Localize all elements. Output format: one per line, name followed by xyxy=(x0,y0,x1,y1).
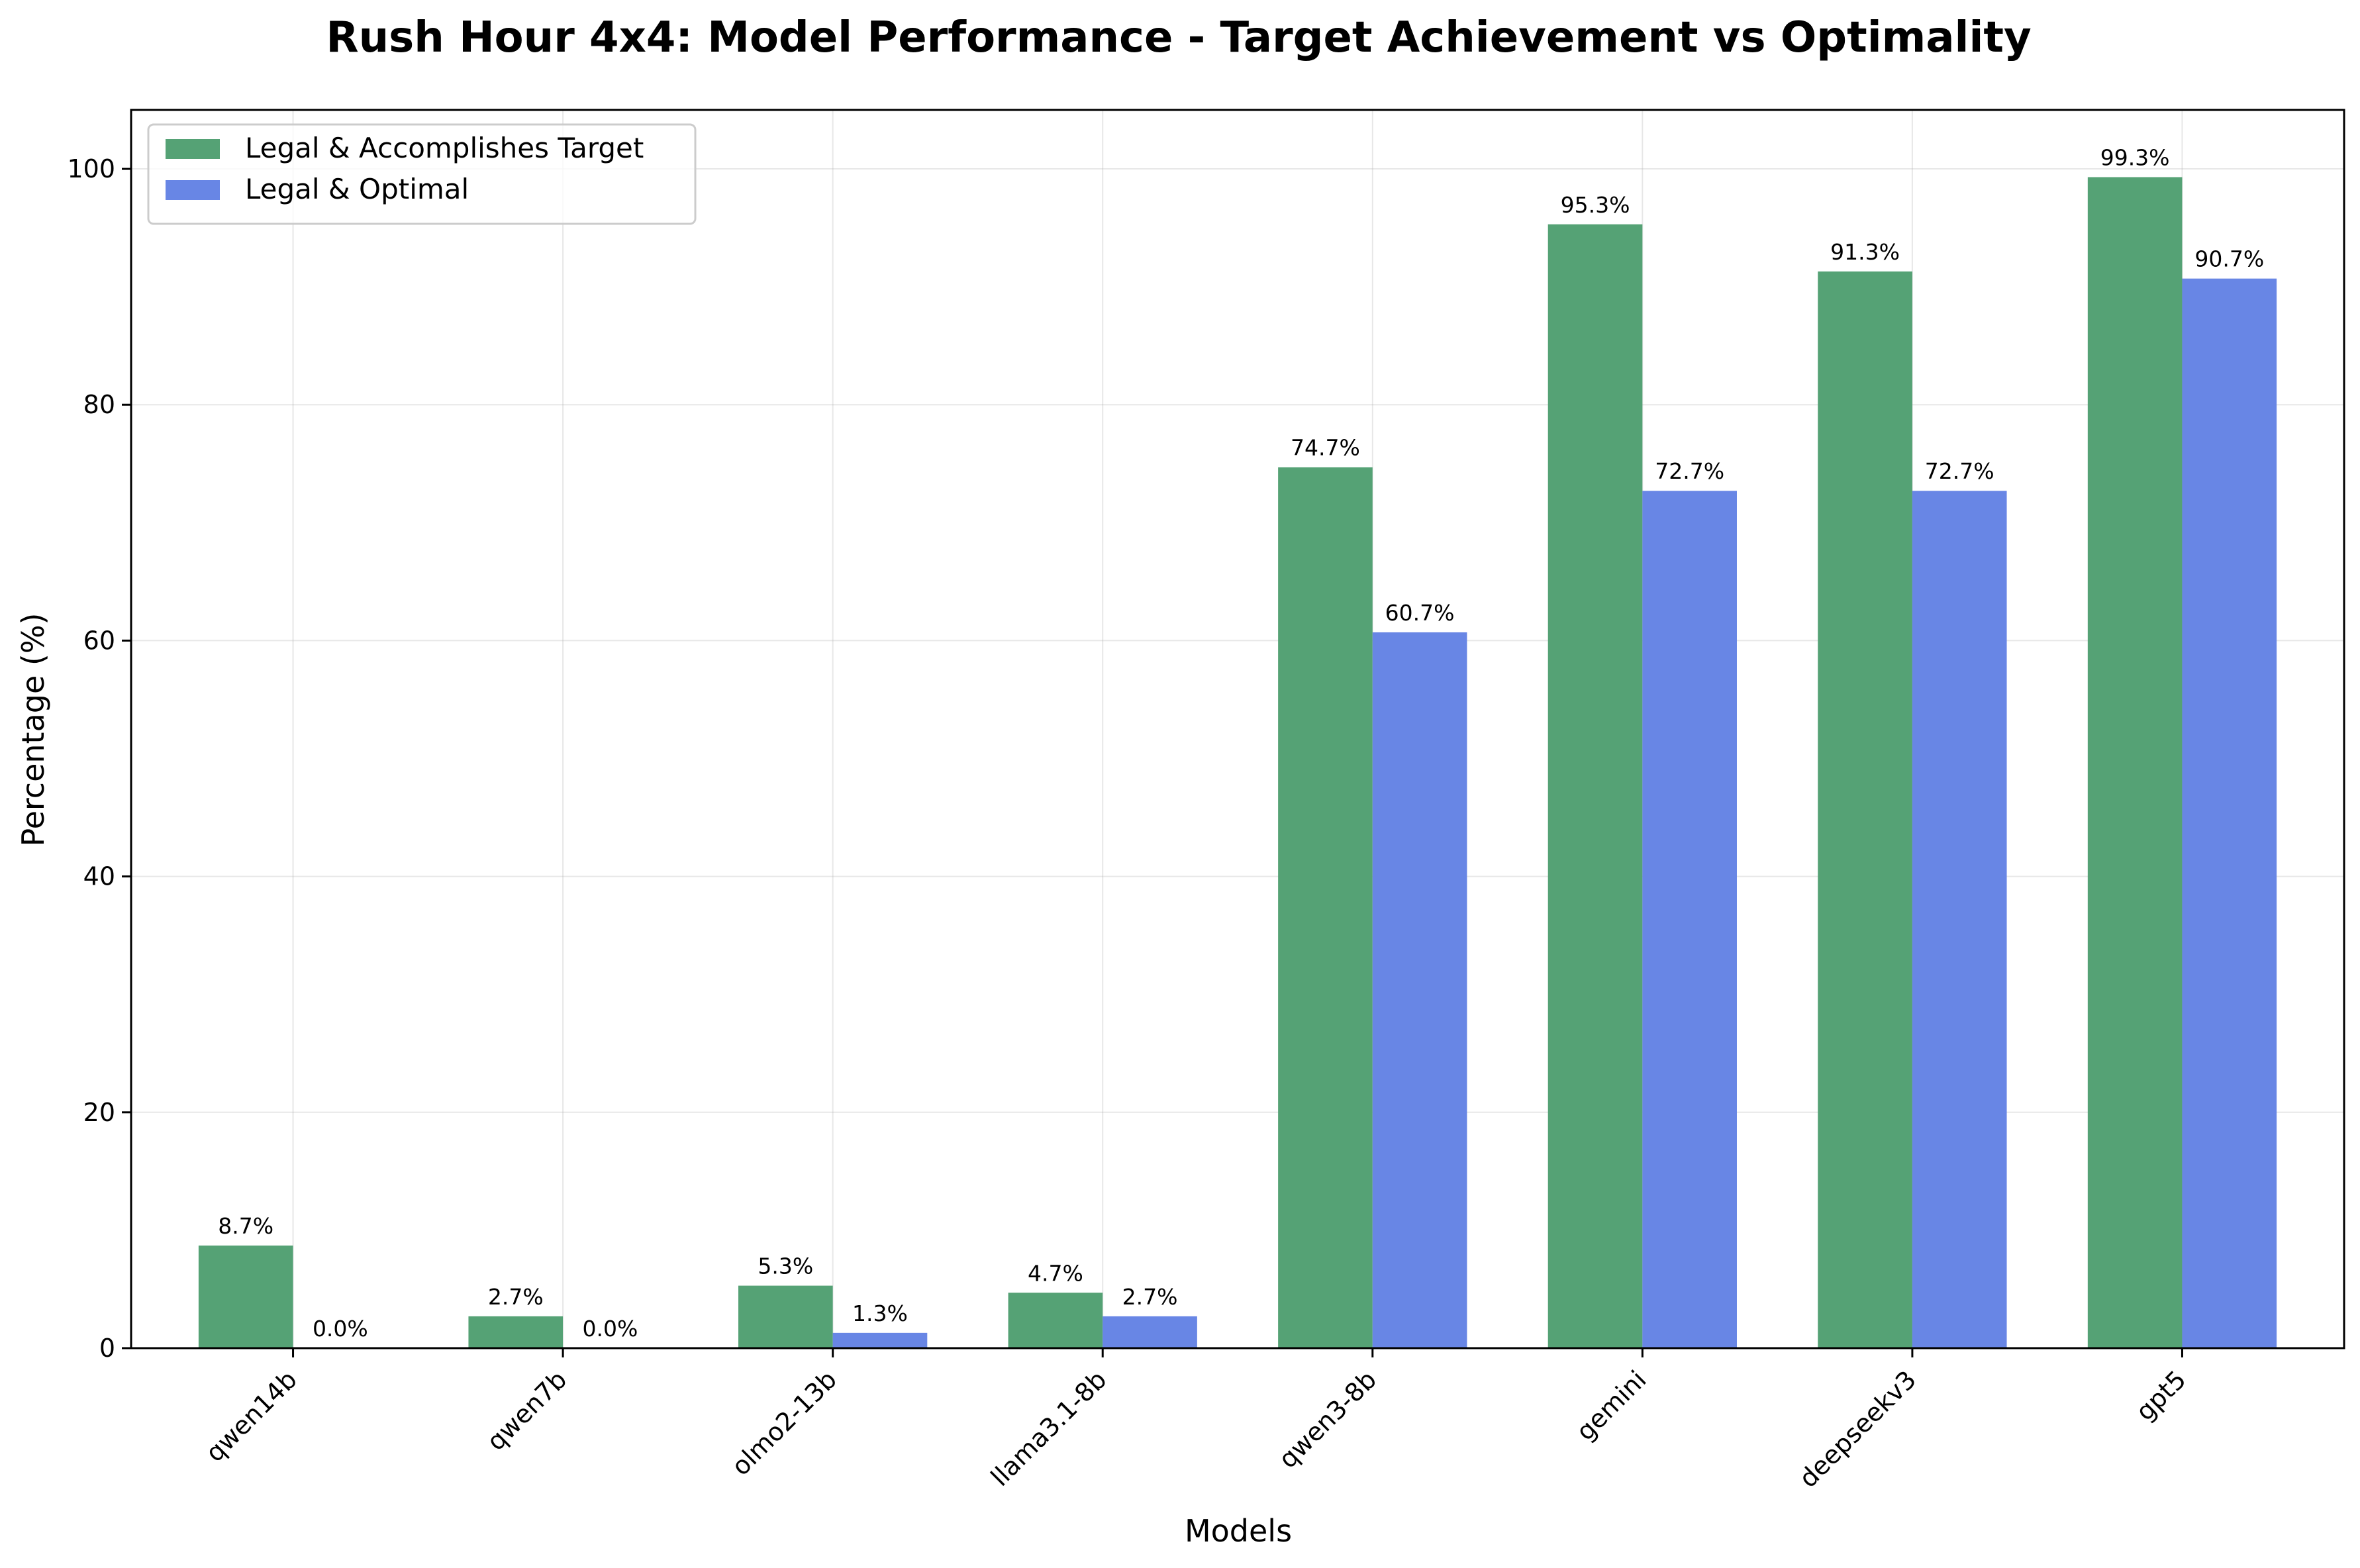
bars-layer xyxy=(198,177,2277,1349)
bar xyxy=(468,1316,564,1348)
y-tick-label: 100 xyxy=(67,154,115,183)
bar-data-label: 90.7% xyxy=(2194,246,2264,272)
x-tick-label: gpt5 xyxy=(2130,1365,2192,1426)
bar xyxy=(1818,271,1912,1348)
y-tick-label: 40 xyxy=(83,862,115,891)
legend-label: Legal & Optimal xyxy=(245,173,469,205)
bar xyxy=(2087,177,2183,1348)
bar xyxy=(1008,1293,1103,1348)
x-tick-label: qwen14b xyxy=(200,1365,303,1467)
legend: Legal & Accomplishes Target Legal & Optim… xyxy=(147,123,697,225)
bar xyxy=(1103,1316,1197,1348)
bar xyxy=(1372,632,1467,1348)
bar-data-label: 91.3% xyxy=(1830,239,1900,265)
bar-data-label: 8.7% xyxy=(218,1213,273,1239)
bar-data-label: 72.7% xyxy=(1655,458,1724,484)
bar xyxy=(2182,278,2277,1349)
y-tick-label: 80 xyxy=(83,390,115,419)
bar-data-label: 74.7% xyxy=(1291,435,1360,461)
y-tick-label: 0 xyxy=(99,1334,115,1363)
bar xyxy=(1642,491,1737,1349)
bar-data-label: 95.3% xyxy=(1561,192,1630,218)
bar-data-label: 0.0% xyxy=(313,1316,368,1342)
x-axis-label: Models xyxy=(1185,1513,1292,1549)
bar-data-label: 99.3% xyxy=(2100,145,2170,171)
data-labels-layer: 8.7% 2.7% 5.3% 4.7% 74.7% 95.3% 91.3% 99.3% 0.0%… xyxy=(218,145,2264,1342)
bar-data-label: 2.7% xyxy=(488,1284,544,1310)
y-axis-label: Percentage (%) xyxy=(15,613,51,847)
grid-layer xyxy=(131,110,2344,1349)
plot-frame xyxy=(130,109,2345,1349)
bar-data-label: 5.3% xyxy=(758,1253,813,1279)
y-tick-label: 60 xyxy=(83,626,115,655)
bar-data-label: 4.7% xyxy=(1028,1260,1083,1286)
x-tick-label: gemini xyxy=(1571,1365,1652,1446)
chart-title: Rush Hour 4x4: Model Performance - Targe… xyxy=(326,13,2031,62)
bar xyxy=(1912,491,2007,1349)
x-tick-label: deepseekv3 xyxy=(1793,1365,1922,1493)
y-tick-label: 20 xyxy=(83,1098,115,1127)
bar xyxy=(1548,224,1643,1348)
bar-data-label: 0.0% xyxy=(582,1316,638,1342)
x-tick-label: olmo2-13b xyxy=(726,1365,842,1481)
bar xyxy=(1278,467,1373,1348)
bar-data-label: 60.7% xyxy=(1385,600,1455,626)
legend-swatch xyxy=(166,139,220,159)
legend-swatch xyxy=(166,180,220,200)
bar xyxy=(198,1246,293,1348)
x-tick-label: qwen3-8b xyxy=(1273,1365,1382,1474)
bar-data-label: 2.7% xyxy=(1122,1284,1178,1310)
bar-data-label: 72.7% xyxy=(1925,458,1994,484)
x-tick-label: llama3.1-8b xyxy=(985,1365,1112,1492)
bar-data-label: 1.3% xyxy=(852,1300,908,1326)
bar xyxy=(832,1332,928,1348)
legend-box xyxy=(147,123,697,225)
legend-label: Legal & Accomplishes Target xyxy=(245,132,644,164)
x-tick-label: qwen7b xyxy=(481,1365,573,1456)
bar xyxy=(738,1285,833,1348)
